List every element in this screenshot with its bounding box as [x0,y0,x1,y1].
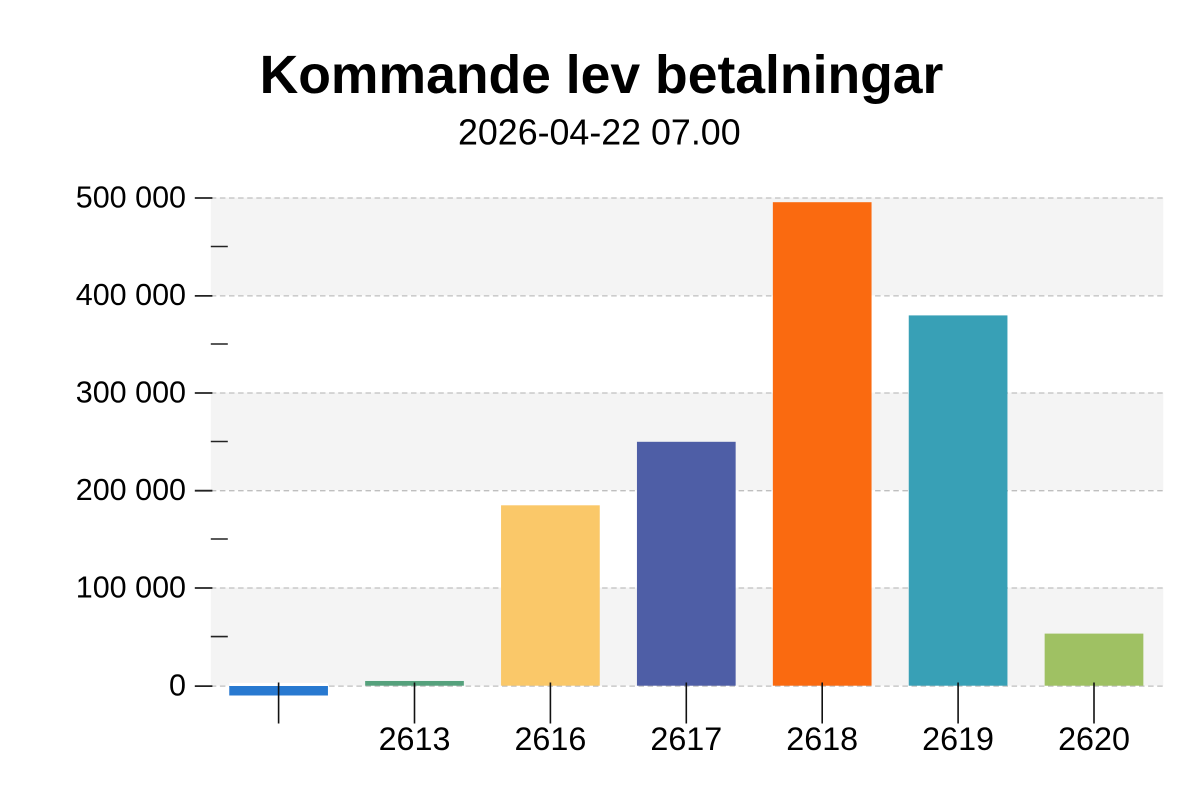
svg-text:200 000: 200 000 [76,473,186,507]
svg-text:2617: 2617 [650,721,722,757]
svg-text:2620: 2620 [1058,721,1130,757]
svg-text:2026-04-22 07.00: 2026-04-22 07.00 [458,113,741,153]
svg-text:2619: 2619 [922,721,994,757]
svg-text:500 000: 500 000 [76,180,186,214]
svg-text:2616: 2616 [514,721,586,757]
svg-text:300 000: 300 000 [76,375,186,409]
svg-text:400 000: 400 000 [76,278,186,312]
svg-text:2613: 2613 [379,721,451,757]
svg-text:0: 0 [169,668,186,702]
svg-text:2618: 2618 [786,721,858,757]
svg-text:100 000: 100 000 [76,570,186,604]
svg-text:Kommande lev betalningar: Kommande lev betalningar [260,46,944,105]
